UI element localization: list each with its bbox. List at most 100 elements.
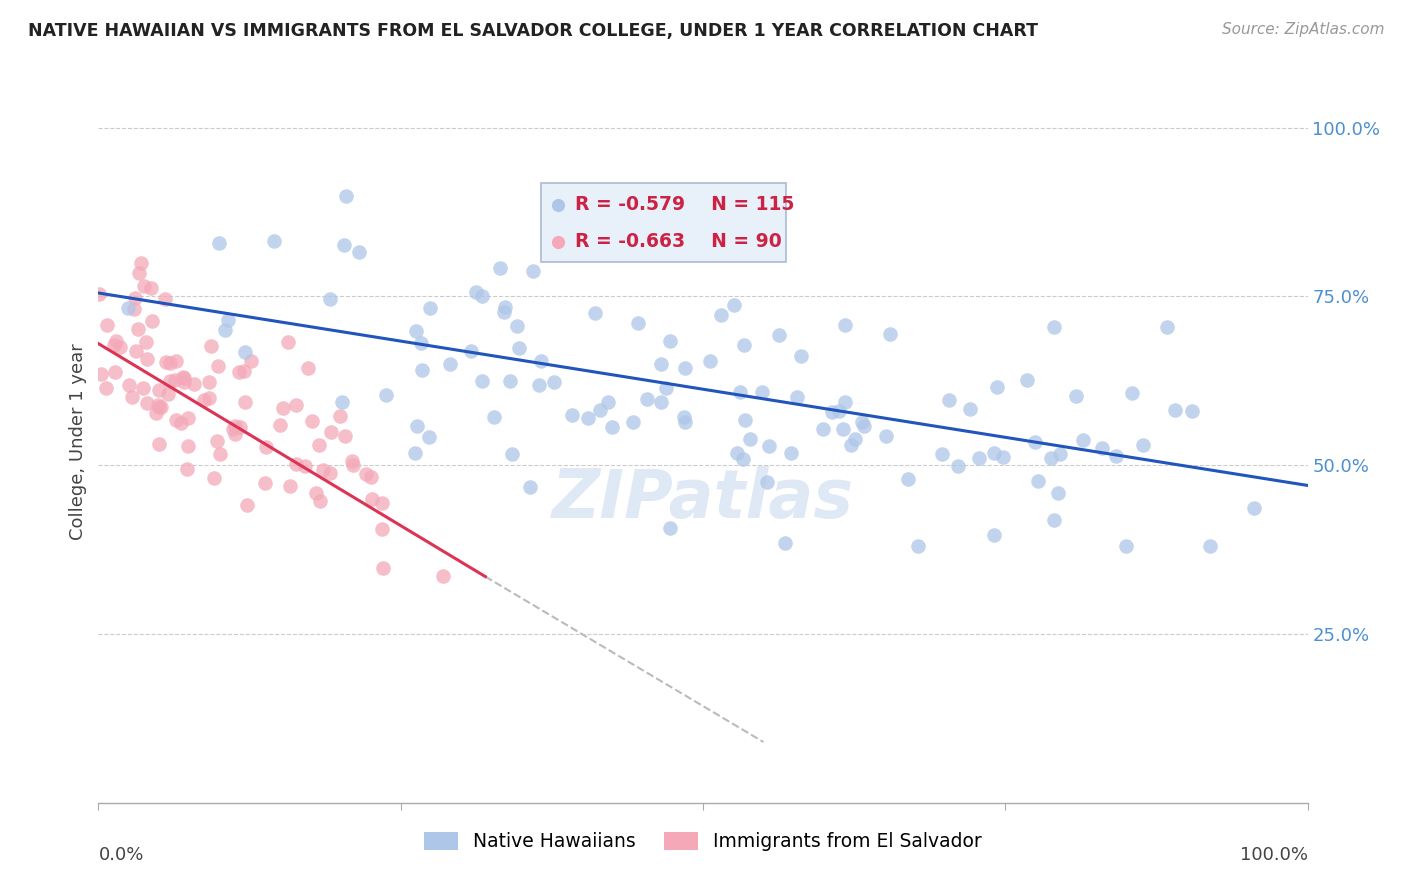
- Point: [460, 343, 482, 358]
- Point: [197, 376, 219, 390]
- Point: [834, 395, 856, 409]
- Point: [699, 353, 721, 368]
- Y-axis label: College, Under 1 year: College, Under 1 year: [69, 343, 87, 540]
- Point: [125, 343, 148, 358]
- Point: [278, 479, 301, 493]
- Point: [522, 264, 544, 278]
- Point: [319, 467, 342, 481]
- Point: [124, 291, 146, 305]
- Point: [596, 395, 619, 409]
- Point: [229, 419, 252, 434]
- Point: [484, 409, 506, 424]
- Point: [132, 279, 155, 293]
- Point: [319, 292, 342, 306]
- Point: [543, 375, 565, 389]
- Point: [655, 381, 678, 395]
- Point: [967, 450, 990, 465]
- Point: [1073, 434, 1095, 448]
- Point: [790, 349, 813, 363]
- Point: [621, 416, 644, 430]
- Point: [502, 447, 524, 461]
- Point: [360, 470, 382, 484]
- Text: 0.0%: 0.0%: [98, 847, 143, 864]
- Point: [118, 378, 141, 392]
- Point: [236, 498, 259, 512]
- Point: [780, 446, 803, 460]
- Point: [733, 451, 755, 466]
- Point: [1049, 447, 1071, 461]
- Point: [768, 328, 790, 343]
- Point: [1024, 435, 1046, 450]
- Point: [725, 446, 748, 460]
- Point: [105, 334, 128, 349]
- Point: [839, 438, 862, 452]
- Point: [758, 440, 780, 454]
- Point: [946, 458, 969, 473]
- Point: [155, 292, 177, 306]
- Point: [165, 413, 187, 427]
- Point: [600, 419, 623, 434]
- Point: [786, 390, 808, 404]
- Point: [1164, 403, 1187, 417]
- Point: [224, 419, 246, 434]
- Point: [991, 450, 1014, 464]
- Point: [773, 536, 796, 550]
- Point: [294, 459, 316, 474]
- Point: [740, 432, 762, 446]
- Text: 100.0%: 100.0%: [1240, 847, 1308, 864]
- Point: [650, 357, 672, 371]
- Point: [983, 446, 1005, 460]
- Point: [494, 301, 516, 315]
- Point: [370, 496, 392, 510]
- Point: [129, 255, 152, 269]
- Point: [90, 368, 112, 382]
- Point: [1026, 474, 1049, 488]
- Point: [139, 281, 162, 295]
- Point: [202, 471, 225, 485]
- Point: [875, 429, 897, 443]
- Point: [931, 446, 953, 460]
- Point: [104, 365, 127, 379]
- Point: [159, 374, 181, 388]
- Point: [222, 422, 245, 436]
- Point: [271, 401, 294, 416]
- FancyBboxPatch shape: [541, 183, 786, 261]
- Point: [1042, 513, 1064, 527]
- Point: [832, 422, 855, 436]
- Point: [284, 398, 307, 412]
- Point: [308, 438, 330, 452]
- Point: [710, 309, 733, 323]
- Point: [321, 425, 343, 439]
- Point: [176, 462, 198, 476]
- Point: [146, 398, 169, 412]
- Point: [852, 418, 875, 433]
- Legend: Native Hawaiians, Immigrants from El Salvador: Native Hawaiians, Immigrants from El Sal…: [418, 824, 988, 858]
- Point: [844, 432, 866, 446]
- Point: [155, 355, 177, 369]
- Text: ZIPatlas: ZIPatlas: [553, 467, 853, 533]
- Point: [406, 419, 429, 434]
- Point: [1043, 320, 1066, 334]
- Point: [828, 404, 851, 418]
- Point: [240, 354, 263, 368]
- Point: [1115, 539, 1137, 553]
- Point: [471, 289, 494, 303]
- Point: [371, 561, 394, 575]
- Point: [224, 426, 246, 441]
- Text: Source: ZipAtlas.com: Source: ZipAtlas.com: [1222, 22, 1385, 37]
- Point: [145, 406, 167, 420]
- Point: [673, 361, 696, 376]
- Point: [170, 416, 193, 430]
- Point: [527, 378, 550, 392]
- Point: [354, 467, 377, 481]
- Point: [173, 371, 195, 385]
- Text: R = -0.663    N = 90: R = -0.663 N = 90: [575, 232, 782, 252]
- Point: [907, 539, 929, 553]
- Point: [938, 393, 960, 408]
- Point: [233, 394, 256, 409]
- Point: [1198, 539, 1220, 553]
- Point: [308, 494, 330, 508]
- Point: [103, 338, 125, 352]
- Point: [733, 338, 755, 352]
- Point: [141, 313, 163, 327]
